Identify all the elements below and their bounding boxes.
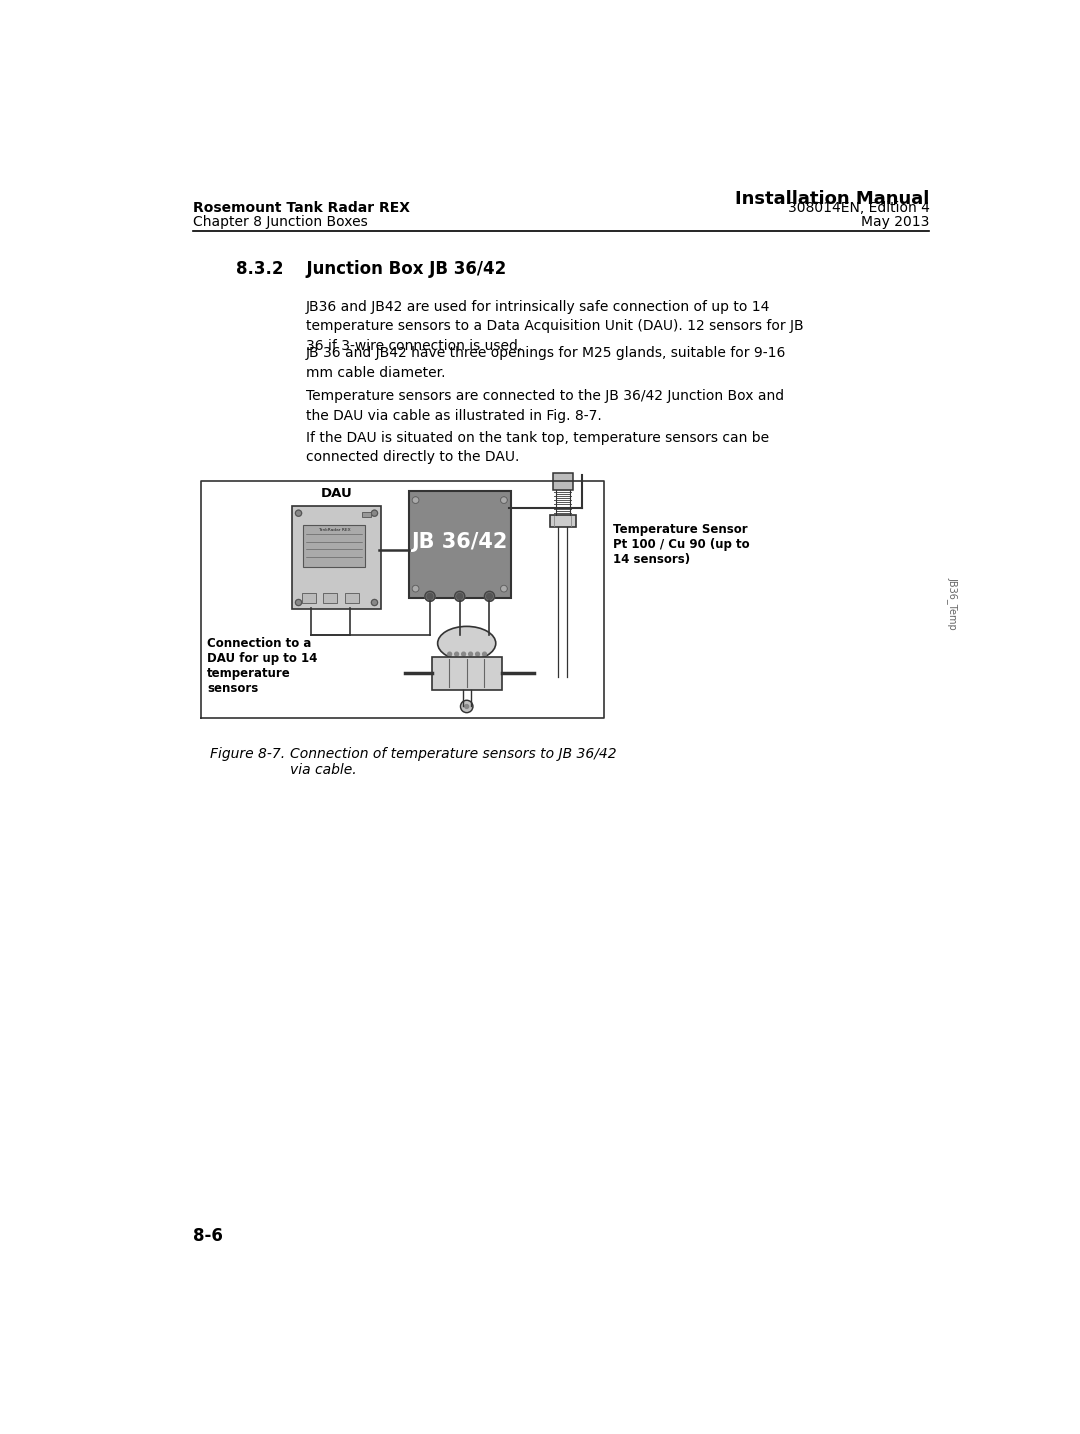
Circle shape xyxy=(455,652,459,655)
Circle shape xyxy=(457,594,462,599)
Text: DAU: DAU xyxy=(321,488,352,500)
Text: Installation Manual: Installation Manual xyxy=(735,189,930,208)
Bar xyxy=(553,473,572,490)
Text: 8.3.2    Junction Box JB 36/42: 8.3.2 Junction Box JB 36/42 xyxy=(235,260,507,278)
Circle shape xyxy=(413,496,419,503)
Text: JB 36/42: JB 36/42 xyxy=(411,532,508,552)
Circle shape xyxy=(455,591,464,601)
Text: 8-6: 8-6 xyxy=(193,1228,222,1246)
Circle shape xyxy=(483,652,486,655)
Bar xyxy=(345,594,359,604)
Bar xyxy=(362,512,372,518)
Text: Temperature sensors are connected to the JB 36/42 Junction Box and
the DAU via c: Temperature sensors are connected to the… xyxy=(306,389,784,423)
Circle shape xyxy=(469,652,473,655)
Text: JB 36 and JB42 have three openings for M25 glands, suitable for 9-16
mm cable di: JB 36 and JB42 have three openings for M… xyxy=(306,346,786,380)
Circle shape xyxy=(500,496,508,503)
Bar xyxy=(323,594,337,604)
Bar xyxy=(303,525,365,566)
Circle shape xyxy=(500,585,508,592)
Ellipse shape xyxy=(437,627,496,660)
Circle shape xyxy=(464,704,469,708)
Bar xyxy=(432,657,501,690)
Circle shape xyxy=(296,599,301,605)
Bar xyxy=(550,515,576,528)
Circle shape xyxy=(424,591,435,601)
Circle shape xyxy=(485,591,495,601)
Text: Rosemount Tank Radar REX: Rosemount Tank Radar REX xyxy=(193,201,410,215)
FancyBboxPatch shape xyxy=(408,490,511,598)
Text: Connection of temperature sensors to JB 36/42
via cable.: Connection of temperature sensors to JB … xyxy=(291,747,617,777)
Text: May 2013: May 2013 xyxy=(861,215,930,229)
Text: JB36_Temp: JB36_Temp xyxy=(947,576,958,630)
Text: TankRadar REX: TankRadar REX xyxy=(318,528,350,532)
Bar xyxy=(301,594,315,604)
Text: Temperature Sensor
Pt 100 / Cu 90 (up to
14 sensors): Temperature Sensor Pt 100 / Cu 90 (up to… xyxy=(613,523,750,566)
Circle shape xyxy=(372,599,378,605)
Circle shape xyxy=(448,652,451,655)
Circle shape xyxy=(427,594,433,599)
FancyBboxPatch shape xyxy=(293,506,380,609)
Text: Chapter 8 Junction Boxes: Chapter 8 Junction Boxes xyxy=(193,215,368,229)
Circle shape xyxy=(296,511,301,516)
Text: Figure 8-7.: Figure 8-7. xyxy=(211,747,285,761)
Text: If the DAU is situated on the tank top, temperature sensors can be
connected dir: If the DAU is situated on the tank top, … xyxy=(306,430,769,465)
Circle shape xyxy=(486,594,492,599)
Text: 308014EN, Edition 4: 308014EN, Edition 4 xyxy=(787,201,930,215)
Text: Connection to a
DAU for up to 14
temperature
sensors: Connection to a DAU for up to 14 tempera… xyxy=(207,637,318,695)
Circle shape xyxy=(460,700,473,713)
Circle shape xyxy=(461,652,465,655)
Circle shape xyxy=(413,585,419,592)
Circle shape xyxy=(475,652,480,655)
Circle shape xyxy=(372,511,378,516)
Text: JB36 and JB42 are used for intrinsically safe connection of up to 14
temperature: JB36 and JB42 are used for intrinsically… xyxy=(306,300,804,353)
